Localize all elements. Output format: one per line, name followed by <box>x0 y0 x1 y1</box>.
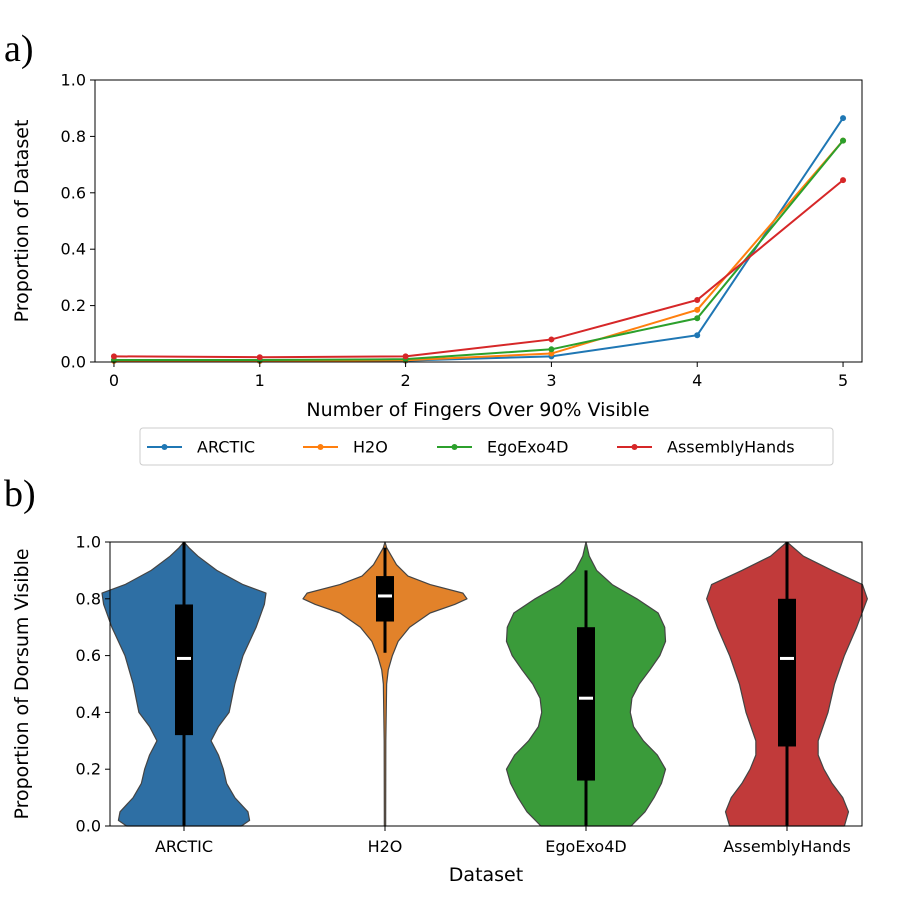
violin-x-tick-label: ARCTIC <box>155 837 213 856</box>
legend-label-egoexo4d: EgoExo4D <box>487 438 568 457</box>
series-point-assemblyhands <box>694 296 701 303</box>
violin-x-tick-label: H2O <box>368 837 403 856</box>
violin-x-tick-label: EgoExo4D <box>545 837 626 856</box>
series-point-assemblyhands <box>110 353 117 360</box>
series-line-h2o <box>113 139 844 362</box>
legend-label-assemblyhands: AssemblyHands <box>667 438 795 457</box>
line-y-axis-label: Proportion of Dataset <box>11 120 33 323</box>
series-point-egoexo4d <box>840 137 847 144</box>
legend-label-h2o: H2O <box>353 438 388 457</box>
series-point-arctic <box>694 332 701 339</box>
line-y-tick-label: 0.4 <box>61 240 86 259</box>
line-y-tick-label: 1.0 <box>61 71 86 90</box>
violin-y-tick-label: 1.0 <box>76 533 101 552</box>
legend-marker-h2o <box>317 444 324 450</box>
line-chart: 0 1 2 3 4 5 0.0 0.2 0.4 0.6 0.8 1.0 Number of Fing… <box>11 71 863 466</box>
series-point-h2o <box>694 306 701 313</box>
legend-marker-assemblyhands <box>631 444 638 450</box>
violin-plot-area <box>101 541 868 827</box>
violin-body-h2o <box>302 541 468 827</box>
line-x-tick-label: 4 <box>692 371 702 390</box>
violin-chart: ARCTIC H2O EgoExo4D AssemblyHands 0.0 0.2 0.4… <box>11 533 868 886</box>
violin-iqr-box-assemblyhands <box>778 598 796 747</box>
legend-label-arctic: ARCTIC <box>197 438 255 457</box>
line-x-axis-label: Number of Fingers Over 90% Visible <box>306 399 649 421</box>
series-point-assemblyhands <box>840 177 847 184</box>
panel-a-label: a) <box>4 28 34 70</box>
line-x-tick-label: 2 <box>400 371 410 390</box>
violin-y-tick-label: 0.2 <box>76 760 101 779</box>
legend-marker-egoexo4d <box>451 444 458 450</box>
violin-y-ticks: 0.0 0.2 0.4 0.6 0.8 1.0 <box>76 533 110 836</box>
line-x-tick-label: 1 <box>255 371 265 390</box>
legend-frame <box>139 427 834 466</box>
violin-y-axis-label: Proportion of Dorsum Visible <box>11 548 33 819</box>
series-point-assemblyhands <box>256 354 263 361</box>
violin-y-tick-label: 0.4 <box>76 703 101 722</box>
violin-x-axis-label: Dataset <box>449 864 523 886</box>
violin-x-ticks: ARCTIC H2O EgoExo4D AssemblyHands <box>155 826 851 856</box>
series-point-arctic <box>840 115 847 122</box>
violin-x-tick-label: AssemblyHands <box>723 837 851 856</box>
line-x-tick-label: 5 <box>838 371 848 390</box>
line-y-ticks: 0.0 0.2 0.4 0.6 0.8 1.0 <box>61 71 95 372</box>
series-point-assemblyhands <box>548 336 555 343</box>
series-point-egoexo4d <box>694 315 701 322</box>
line-x-ticks: 0 1 2 3 4 5 <box>109 362 848 390</box>
series-line-assemblyhands <box>113 179 844 359</box>
violin-iqr-box-h2o <box>376 576 394 622</box>
line-x-tick-label: 0 <box>109 371 119 390</box>
line-plot-frame <box>94 79 863 363</box>
series-point-egoexo4d <box>548 346 555 353</box>
violin-y-tick-label: 0.0 <box>76 817 101 836</box>
panel-b-label: b) <box>4 473 36 515</box>
series-point-h2o <box>548 350 555 357</box>
line-y-tick-label: 0.8 <box>61 127 86 146</box>
line-x-tick-label: 3 <box>546 371 556 390</box>
violin-plot-frame <box>109 541 863 827</box>
violin-y-tick-label: 0.8 <box>76 589 101 608</box>
violin-iqr-box-arctic <box>175 604 193 736</box>
violin-y-tick-label: 0.6 <box>76 646 101 665</box>
line-plot-area <box>110 115 847 364</box>
violin-iqr-box-egoexo4d <box>577 627 595 781</box>
series-point-assemblyhands <box>402 353 409 360</box>
legend: ARCTIC H2O EgoExo4D AssemblyHands <box>139 427 834 466</box>
legend-marker-arctic <box>161 444 168 450</box>
line-y-tick-label: 0.0 <box>61 353 86 372</box>
series-line-egoexo4d <box>113 139 844 362</box>
series-line-arctic <box>113 117 844 362</box>
line-y-tick-label: 0.6 <box>61 183 86 202</box>
line-y-tick-label: 0.2 <box>61 296 86 315</box>
